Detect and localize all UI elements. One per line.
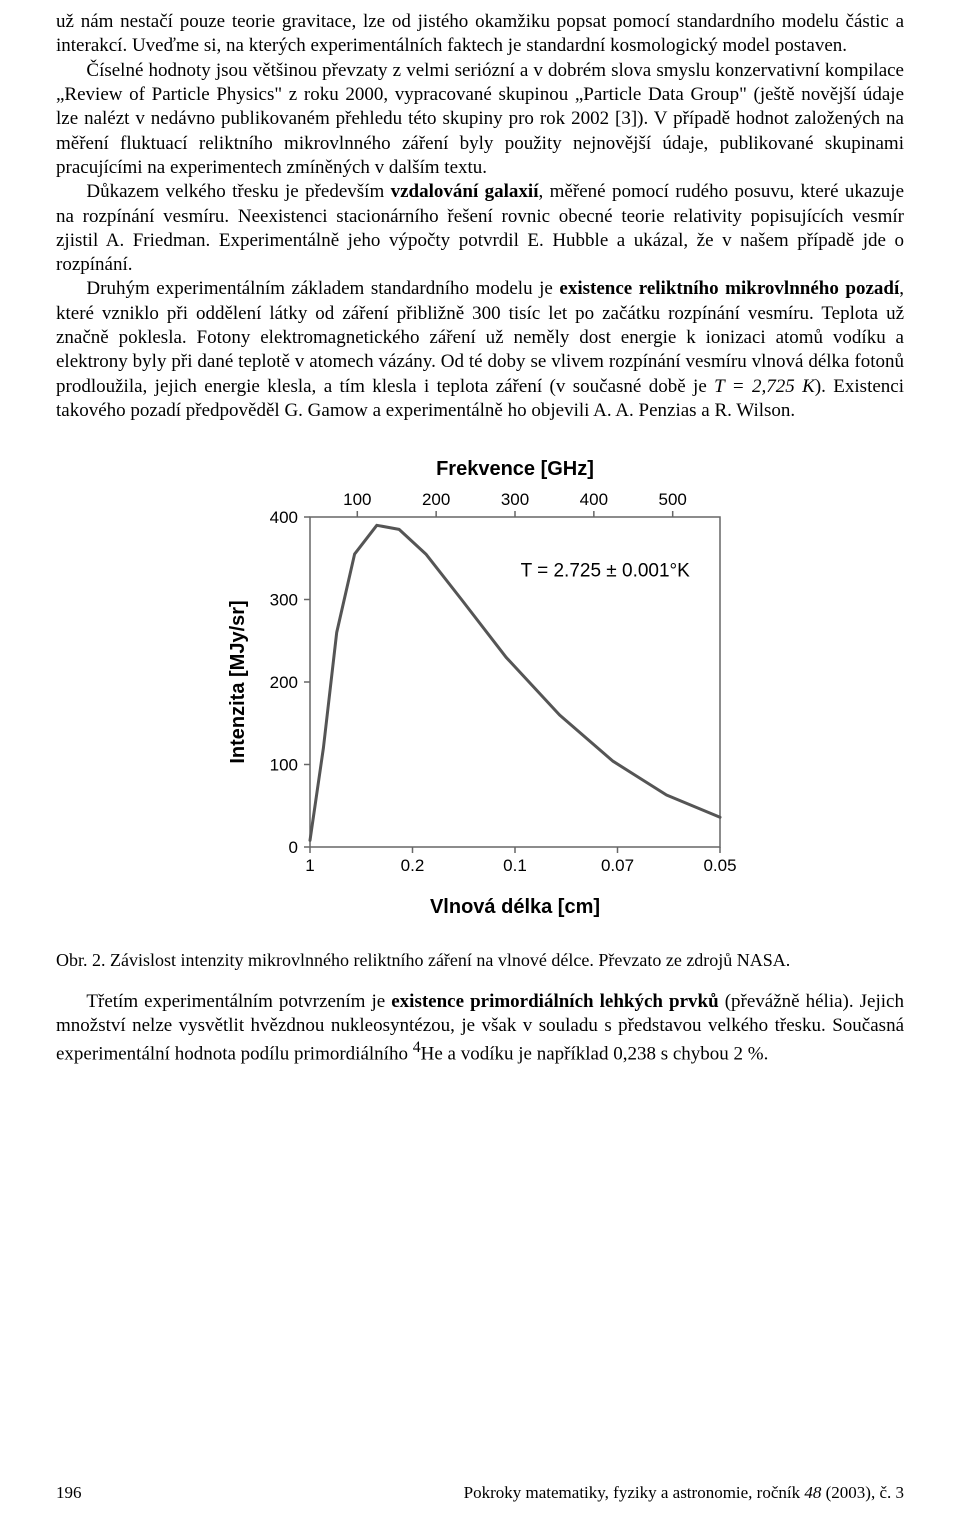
svg-text:0.05: 0.05 (703, 856, 736, 875)
p2-a: Důkazem velkého třesku je především (86, 181, 390, 202)
paragraph-4: Třetím experimentálním potvrzením je exi… (56, 990, 904, 1067)
paragraph-1b: Číselné hodnoty jsou většinou převzaty z… (56, 59, 904, 181)
cmb-spectrum-chart: Frekvence [GHz] 100 200 300 400 500 Vlnová dél… (220, 447, 740, 927)
svg-text:500: 500 (659, 490, 687, 509)
svg-text:300: 300 (270, 591, 298, 610)
paragraph-3: Druhým experimentálním základem standard… (56, 277, 904, 423)
p4-sup: 4 (413, 1039, 421, 1056)
svg-text:0.2: 0.2 (401, 856, 425, 875)
journal-b: (2003), č. 3 (821, 1483, 904, 1502)
p4-a: Třetím experimentálním potvrzením je (86, 991, 391, 1012)
svg-text:0.07: 0.07 (601, 856, 634, 875)
figure-2-caption: Obr. 2. Závislost intenzity mikrovlnného… (56, 949, 904, 972)
svg-text:Intenzita [MJy/sr]: Intenzita [MJy/sr] (227, 601, 249, 764)
journal-ref: Pokroky matematiky, fyziky a astronomie,… (464, 1482, 904, 1504)
svg-text:100: 100 (270, 756, 298, 775)
svg-text:400: 400 (270, 508, 298, 527)
svg-text:200: 200 (270, 673, 298, 692)
svg-text:T = 2.725 ± 0.001°K: T = 2.725 ± 0.001°K (521, 561, 691, 582)
svg-text:100: 100 (343, 490, 371, 509)
caption-text: Obr. 2. Závislost intenzity mikrovlnného… (56, 950, 790, 970)
p3-a: Druhým experimentálním základem standard… (86, 278, 559, 299)
journal-vol: 48 (804, 1483, 821, 1502)
p2-bold: vzdalování galaxií (391, 181, 539, 202)
svg-text:400: 400 (580, 490, 608, 509)
paragraph-1a: už nám nestačí pouze teorie gravitace, l… (56, 10, 904, 59)
p3-math: T = 2,725 K (714, 376, 815, 397)
svg-text:Vlnová délka [cm]: Vlnová délka [cm] (430, 896, 600, 918)
p3-bold: existence reliktního mikrovlnného pozadí (559, 278, 899, 299)
svg-text:300: 300 (501, 490, 529, 509)
p1a-text: už nám nestačí pouze teorie gravitace, l… (56, 11, 904, 56)
svg-text:0: 0 (289, 838, 298, 857)
svg-text:200: 200 (422, 490, 450, 509)
figure-2: Frekvence [GHz] 100 200 300 400 500 Vlnová dél… (56, 447, 904, 934)
page-number: 196 (56, 1482, 82, 1504)
journal-a: Pokroky matematiky, fyziky a astronomie,… (464, 1483, 805, 1502)
page: už nám nestačí pouze teorie gravitace, l… (0, 0, 960, 1514)
p4-bold: existence primordiálních lehkých prvků (391, 991, 718, 1012)
page-footer: 196 Pokroky matematiky, fyziky a astrono… (56, 1482, 904, 1504)
svg-text:Frekvence [GHz]: Frekvence [GHz] (436, 458, 594, 480)
paragraph-2: Důkazem velkého třesku je především vzda… (56, 180, 904, 277)
p4-c: He a vodíku je například 0,238 s chybou … (421, 1044, 769, 1065)
p1b-text: Číselné hodnoty jsou většinou převzaty z… (56, 60, 904, 178)
svg-text:0.1: 0.1 (503, 856, 527, 875)
svg-text:1: 1 (305, 856, 314, 875)
